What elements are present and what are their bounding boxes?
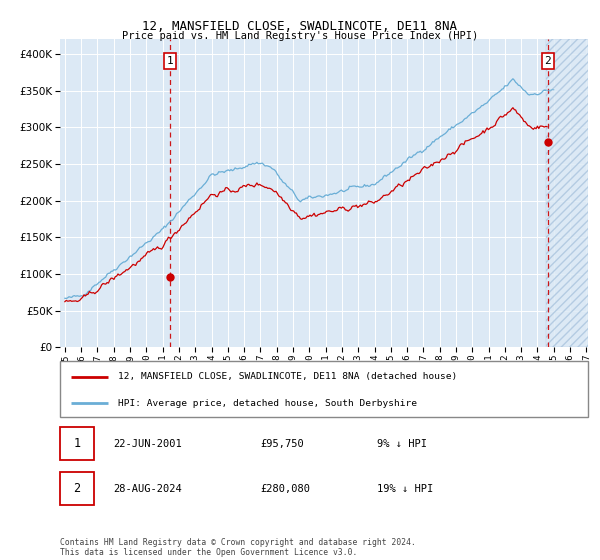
Text: 22-JUN-2001: 22-JUN-2001 [113,439,182,449]
Text: 12, MANSFIELD CLOSE, SWADLINCOTE, DE11 8NA (detached house): 12, MANSFIELD CLOSE, SWADLINCOTE, DE11 8… [118,372,457,381]
Text: 1: 1 [167,56,173,66]
FancyBboxPatch shape [60,361,588,417]
Text: 2: 2 [74,482,81,495]
FancyBboxPatch shape [60,427,94,460]
Bar [545,39,595,347]
Text: £95,750: £95,750 [260,439,304,449]
Text: 19% ↓ HPI: 19% ↓ HPI [377,484,433,493]
Text: 9% ↓ HPI: 9% ↓ HPI [377,439,427,449]
FancyBboxPatch shape [60,472,94,505]
Text: Price paid vs. HM Land Registry's House Price Index (HPI): Price paid vs. HM Land Registry's House … [122,31,478,41]
Text: 12, MANSFIELD CLOSE, SWADLINCOTE, DE11 8NA: 12, MANSFIELD CLOSE, SWADLINCOTE, DE11 8… [143,20,458,32]
Text: 2: 2 [544,56,551,66]
Text: Contains HM Land Registry data © Crown copyright and database right 2024.
This d: Contains HM Land Registry data © Crown c… [60,538,416,557]
Text: 1: 1 [74,437,81,450]
Text: HPI: Average price, detached house, South Derbyshire: HPI: Average price, detached house, Sout… [118,399,417,408]
Bar [545,39,595,347]
Text: £280,080: £280,080 [260,484,311,493]
Text: 28-AUG-2024: 28-AUG-2024 [113,484,182,493]
